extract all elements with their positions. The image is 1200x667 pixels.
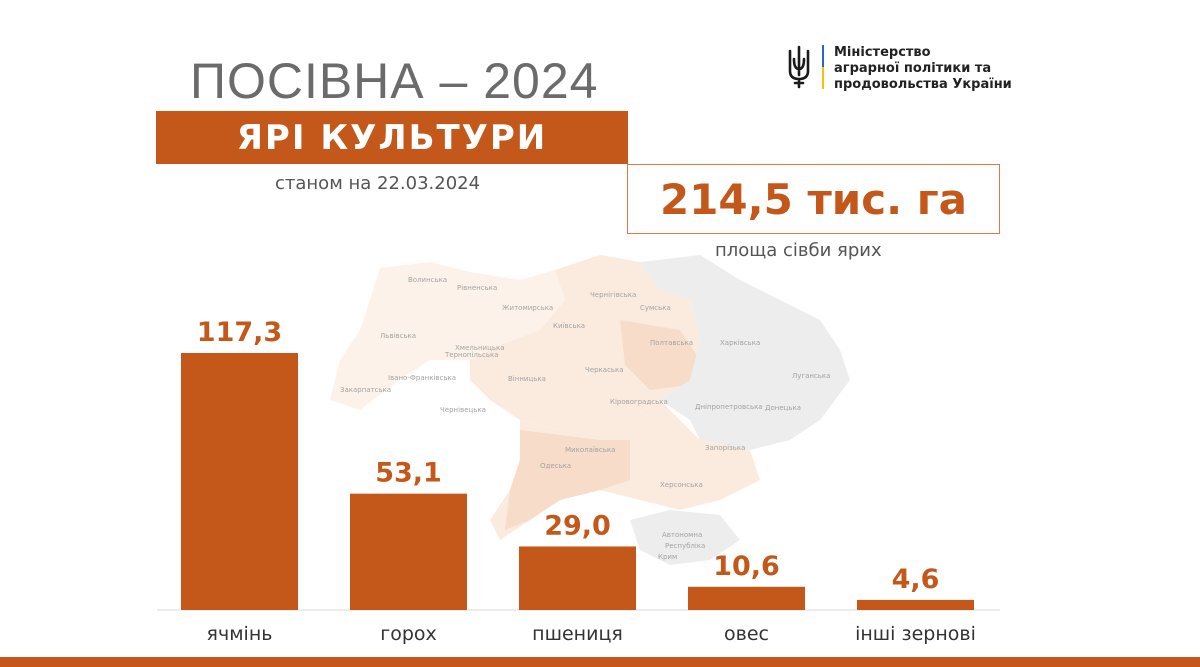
map-region-label: Сумська — [640, 304, 671, 312]
map-region-label: Кіровоградська — [610, 398, 668, 406]
category-label: ячмінь — [207, 623, 273, 645]
bar-4 — [688, 586, 805, 610]
map-region-label: Львівська — [380, 332, 416, 340]
category-label: пшениця — [532, 623, 623, 645]
map-region-label: Луганська — [792, 372, 830, 380]
map-region-label: Республіка — [665, 542, 705, 550]
bar-value-label: 10,6 — [713, 551, 780, 582]
map-region-label: Житомирська — [502, 304, 553, 312]
bar-2 — [350, 493, 467, 610]
map-region-label: Вінницька — [508, 375, 546, 383]
category-label: горох — [380, 623, 437, 645]
map-east-region — [640, 255, 850, 450]
map-region-label: Одеська — [540, 462, 571, 470]
ukraine-map-background: Волинська Рівненська Житомирська Чернігівсь… — [330, 255, 850, 565]
flag-divider — [822, 45, 824, 89]
ministry-name-line3: продовольства України — [834, 77, 1012, 92]
ministry-logo: Міністерство аграрної політики та продов… — [786, 45, 1012, 93]
bar-value-label: 117,3 — [197, 317, 282, 348]
map-west-region — [330, 262, 565, 410]
map-region-label: Рівненська — [457, 284, 497, 292]
map-region-label: Київська — [553, 322, 585, 330]
bottom-accent-strip — [0, 657, 1200, 667]
bar-value-label: 53,1 — [375, 458, 442, 489]
map-region-label: Донецька — [765, 404, 801, 412]
subtitle-banner: ЯРІ КУЛЬТУРИ — [156, 111, 628, 164]
bar-3 — [519, 546, 636, 610]
map-region-label: Тернопільська — [444, 351, 499, 359]
bar-value-label: 4,6 — [892, 564, 940, 595]
map-region-label: Крим — [658, 553, 677, 561]
map-region-labels: Волинська Рівненська Житомирська Чернігівсь… — [340, 276, 830, 561]
map-region-label: Миколаївська — [565, 446, 615, 454]
map-crimea — [630, 510, 740, 565]
map-region-label: Черкаська — [585, 366, 624, 374]
map-region-label: Дніпропетровська — [695, 403, 763, 411]
total-area-caption: площа сівби ярих — [715, 240, 882, 261]
map-region-label: Івано-Франківська — [388, 374, 456, 382]
bar-value-label: 29,0 — [544, 510, 611, 541]
map-center-region — [470, 255, 700, 430]
map-region-label: Запорізька — [705, 444, 745, 452]
bars-group: 117,3 ячмінь 53,1 горох 29,0 пшениця 10,6 овес 4… — [181, 317, 976, 645]
map-odesa-mykolaiv-region — [505, 430, 630, 530]
map-region-label: Чернівецька — [440, 406, 486, 414]
bar-1 — [181, 353, 298, 610]
map-poltava-region — [620, 320, 700, 390]
trident-icon — [788, 45, 810, 89]
date-line: станом на 22.03.2024 — [275, 173, 481, 194]
map-region-label: Чернігівська — [590, 291, 636, 299]
map-region-label: Закарпатська — [340, 386, 391, 394]
map-region-label: Херсонська — [660, 481, 703, 489]
ministry-name: Міністерство аграрної політики та продов… — [834, 45, 1012, 93]
map-region-label: Хмельницька — [455, 344, 505, 352]
category-label: інші зернові — [855, 623, 976, 645]
map-region-label: Харківська — [720, 339, 760, 347]
page-title: ПОСІВНА – 2024 — [190, 53, 599, 109]
map-region-label: Волинська — [408, 276, 447, 284]
map-region-label: Полтавська — [650, 339, 693, 347]
ministry-name-line2: аграрної політики та — [834, 61, 992, 76]
category-label: овес — [724, 623, 769, 645]
map-region-label: Автономна — [662, 531, 702, 539]
ministry-name-line1: Міністерство — [834, 45, 931, 60]
total-area-value: 214,5 тис. га — [627, 164, 1000, 234]
bar-5 — [857, 599, 974, 610]
